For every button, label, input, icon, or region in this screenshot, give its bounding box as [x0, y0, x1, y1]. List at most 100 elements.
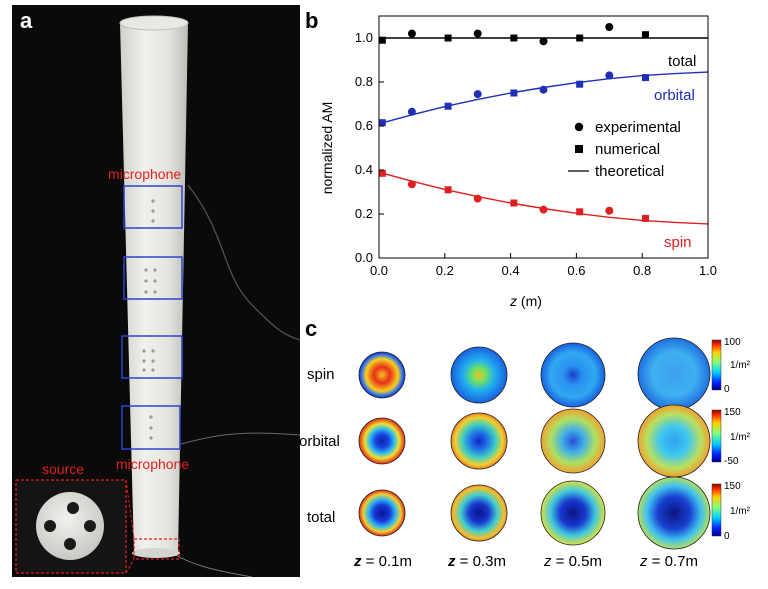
heatmap-orbital-z01 [358, 417, 406, 465]
legend-experimental-marker [574, 122, 584, 132]
plot-frame [378, 15, 709, 259]
heatmap-orbital-z05 [540, 408, 606, 474]
x-axis-label: z (m) [509, 293, 542, 309]
x-tick-label: 1.0 [699, 263, 717, 278]
heatmap-spin-z07 [637, 337, 711, 411]
heatmap-spin-z01 [358, 351, 406, 399]
source-label: source [42, 461, 85, 477]
x-tick-label: 0.6 [567, 263, 585, 278]
exp-point-total [539, 37, 548, 46]
z-label-03: z = 0.3m [448, 553, 506, 570]
series-label-orbital: orbital [654, 87, 695, 104]
heatmap-total-z07 [637, 476, 711, 550]
y-tick-label: 0.4 [355, 162, 373, 177]
microphone-label-top: microphone [108, 166, 182, 182]
row-label-spin: spin [307, 366, 335, 383]
exp-point-orbital [539, 85, 548, 94]
exp-point-orbital [407, 107, 416, 116]
heatmap-total-z05 [540, 480, 606, 546]
colorbar-total-min: 0 [724, 531, 730, 542]
x-tick-label: 0.4 [502, 263, 520, 278]
colorbar-orbital [711, 409, 722, 463]
exp-point-spin [407, 180, 416, 189]
num-point-spin [576, 208, 584, 216]
num-point-spin [510, 199, 518, 207]
z-label-07-var: z [640, 553, 648, 570]
num-point-orbital [576, 80, 584, 88]
z-label-01-var: z [354, 553, 362, 570]
microphone-label-bottom: microphone [116, 456, 190, 472]
z-label-03-val: = 0.3m [455, 553, 506, 570]
heatmap-spin-z03 [450, 346, 508, 404]
exp-point-spin [473, 194, 482, 203]
tube-photo [15, 15, 300, 577]
num-point-orbital [444, 102, 452, 110]
exp-point-total [407, 29, 416, 38]
exp-point-spin [605, 206, 614, 215]
colorbar-spin-unit: 1/m² [730, 360, 750, 371]
colorbar-orbital-unit: 1/m² [730, 432, 750, 443]
num-point-orbital [378, 119, 386, 127]
x-axis-label-var: z [509, 293, 517, 309]
legend-numerical-marker [575, 145, 583, 153]
heatmap-orbital-z07 [637, 404, 711, 478]
y-tick-label: 0.6 [355, 118, 373, 133]
z-label-01-val: = 0.1m [361, 553, 412, 570]
legend-theoretical: theoretical [595, 163, 664, 180]
heatmap-total-z03 [450, 484, 508, 542]
num-point-total [378, 36, 386, 44]
x-axis-label-unit: (m) [517, 293, 542, 309]
colorbar-total-unit: 1/m² [730, 506, 750, 517]
panel-label-c: c [305, 316, 318, 341]
tube [120, 23, 188, 553]
num-point-spin [641, 214, 649, 222]
colorbar-spin-min: 0 [724, 384, 730, 395]
heatmap-grid [358, 337, 722, 550]
row-label-orbital: orbital [299, 433, 340, 450]
source-disc [36, 492, 104, 560]
num-point-spin [378, 169, 386, 177]
exp-point-total [473, 29, 482, 38]
colorbar-orbital-min: -50 [724, 456, 739, 467]
num-point-total [641, 31, 649, 39]
mic-box-1 [123, 185, 183, 229]
z-label-05-var: z [544, 553, 552, 570]
source-highlight [133, 538, 180, 560]
z-label-07: z = 0.7m [640, 553, 698, 570]
z-label-03-var: z [448, 553, 456, 570]
exp-point-orbital [473, 90, 482, 99]
num-point-orbital [641, 74, 649, 82]
colorbar-orbital-max: 150 [724, 407, 741, 418]
mic-box-3 [121, 335, 183, 379]
num-point-orbital [510, 89, 518, 97]
row-label-total: total [307, 509, 336, 526]
mic-box-2 [123, 256, 183, 300]
z-label-07-val: = 0.7m [647, 553, 698, 570]
z-label-05: z = 0.5m [544, 553, 602, 570]
y-axis-label: normalized AM [319, 102, 335, 195]
heatmap-spin-z05 [540, 342, 606, 408]
exp-point-spin [539, 205, 548, 214]
num-point-total [510, 34, 518, 42]
z-label-01: z = 0.1m [354, 553, 412, 570]
z-label-05-val: = 0.5m [551, 553, 602, 570]
legend: experimental numerical theoretical [568, 119, 681, 180]
num-point-total [444, 34, 452, 42]
panel-label-b: b [305, 8, 319, 33]
series-label-total: total [668, 53, 696, 70]
y-tick-label: 1.0 [355, 30, 373, 45]
y-tick-label: 0.8 [355, 74, 373, 89]
photo-panel-a: microphone microphone source [12, 5, 300, 577]
colorbar-total-max: 150 [724, 481, 741, 492]
am-chart: 0.0 0.2 0.4 0.6 0.8 1.0 0.0 0.2 0.4 0.6 0.8 1.0 tot… [319, 15, 717, 309]
colorbar-total [711, 483, 722, 537]
series-label-spin: spin [664, 234, 692, 251]
num-point-total [576, 34, 584, 42]
y-tick-label: 0.2 [355, 206, 373, 221]
num-point-spin [444, 186, 452, 194]
source-speakers [44, 502, 96, 550]
panel-label-a: a [20, 8, 33, 33]
colorbar-spin [711, 339, 722, 391]
x-tick-label: 0.2 [436, 263, 454, 278]
heatmap-total-z01 [358, 489, 406, 537]
